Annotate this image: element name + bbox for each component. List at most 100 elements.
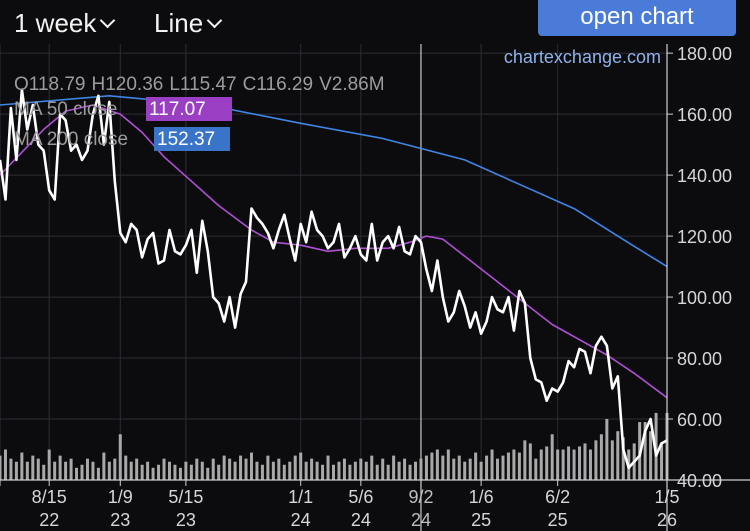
- volume-bar: [430, 452, 434, 480]
- volume-bar: [512, 449, 516, 480]
- volume-bar: [331, 464, 336, 480]
- volume-bar: [200, 461, 204, 480]
- interval-dropdown[interactable]: 1 week: [14, 8, 116, 39]
- volume-bar: [96, 467, 100, 480]
- volume-bar: [282, 464, 286, 480]
- watermark: chartexchange.com: [504, 47, 661, 67]
- volume-bar: [496, 458, 500, 480]
- volume-bar: [42, 464, 46, 480]
- open-label: O: [14, 74, 29, 95]
- volume-bar: [583, 443, 587, 480]
- volume-bar: [85, 458, 89, 480]
- volume-bar: [64, 461, 68, 480]
- volume-bar: [326, 455, 330, 480]
- volume-bar: [616, 431, 620, 480]
- volume-bar: [523, 440, 527, 480]
- volume-bar: [80, 464, 84, 480]
- x-tick-year: 25: [471, 510, 491, 530]
- x-tick-year: 24: [351, 510, 371, 530]
- volume-bar: [545, 446, 549, 480]
- volume-bar: [643, 422, 647, 480]
- ma200-value-badge: [154, 127, 230, 151]
- volume-bar: [47, 449, 51, 480]
- volume-bar: [211, 458, 215, 480]
- volume-bar: [375, 464, 379, 480]
- volume-label: V: [319, 74, 332, 95]
- volume-bar: [118, 434, 122, 480]
- chart-type-dropdown[interactable]: Line: [154, 8, 223, 39]
- ma50-label: MA 50 close: [14, 99, 118, 120]
- y-tick-label: 100.00: [677, 288, 732, 308]
- close-value: 116.29: [256, 74, 313, 95]
- volume-bar: [435, 449, 439, 480]
- volume-bar: [446, 449, 450, 480]
- volume-bar: [353, 461, 357, 480]
- volume-bar: [621, 437, 625, 480]
- volume-bar: [342, 458, 346, 480]
- y-tick-label: 80.00: [677, 349, 722, 369]
- volume-bar: [184, 461, 188, 480]
- volume-bar: [288, 461, 292, 480]
- volume-bar: [173, 464, 177, 480]
- x-tick-label: 1/6: [469, 487, 494, 507]
- volume-bar: [244, 458, 248, 480]
- volume-bar: [485, 455, 489, 480]
- volume-bar: [36, 458, 40, 480]
- volume-bar: [392, 455, 396, 480]
- volume-bar: [140, 464, 144, 480]
- volume-bar: [69, 458, 73, 480]
- volume-bar: [561, 449, 565, 480]
- x-tick-label: 5/15: [168, 487, 203, 507]
- volume-bar: [479, 461, 483, 480]
- volume-bar: [588, 449, 592, 480]
- chart-type-label: Line: [154, 8, 204, 38]
- x-tick-year: 22: [39, 510, 59, 530]
- volume-bar: [337, 461, 341, 480]
- volume-bar: [528, 443, 532, 480]
- volume-bar: [189, 464, 193, 480]
- volume-bar: [129, 461, 133, 480]
- volume-bar: [113, 458, 117, 480]
- volume-value: 2.86M: [332, 74, 385, 95]
- x-tick-label: 6/2: [545, 487, 570, 507]
- volume-bar: [102, 452, 106, 480]
- volume-bar: [146, 461, 150, 480]
- volume-bar: [649, 431, 653, 480]
- y-tick-label: 180.00: [677, 44, 732, 64]
- volume-bar: [419, 458, 423, 480]
- volume-bar: [222, 455, 226, 480]
- volume-bar: [654, 412, 658, 480]
- volume-bar: [249, 452, 253, 480]
- volume-bar: [599, 434, 603, 480]
- volume-bar: [414, 461, 418, 480]
- volume-bar: [534, 458, 538, 480]
- x-tick-label: 1/9: [108, 487, 133, 507]
- ma50-value-badge: [146, 97, 232, 121]
- volume-bar: [271, 461, 275, 480]
- ma200-legend: MA 200 close 152.37: [14, 127, 230, 151]
- volume-bar: [424, 455, 428, 480]
- y-tick-label: 60.00: [677, 410, 722, 430]
- y-tick-label: 160.00: [677, 105, 732, 125]
- open-chart-button[interactable]: open chart: [538, 0, 736, 36]
- x-tick-label: 1/1: [288, 487, 313, 507]
- volume-bar: [594, 440, 598, 480]
- volume-bar: [397, 461, 401, 480]
- volume-bar: [572, 449, 576, 480]
- volume-bar: [195, 458, 199, 480]
- low-value: 115.47: [180, 74, 237, 95]
- x-tick-year: 25: [548, 510, 568, 530]
- y-tick-label: 120.00: [677, 227, 732, 247]
- volume-bar: [304, 461, 308, 480]
- volume-bar: [501, 455, 505, 480]
- volume-bar: [178, 467, 182, 480]
- y-tick-label: 140.00: [677, 166, 732, 186]
- volume-bar: [299, 452, 303, 480]
- x-tick-year: 24: [411, 510, 431, 530]
- close-label: C: [243, 74, 257, 95]
- volume-bar: [441, 455, 445, 480]
- volume-bar: [233, 461, 237, 480]
- ma200-value: 152.37: [157, 129, 215, 150]
- volume-bar: [490, 449, 494, 480]
